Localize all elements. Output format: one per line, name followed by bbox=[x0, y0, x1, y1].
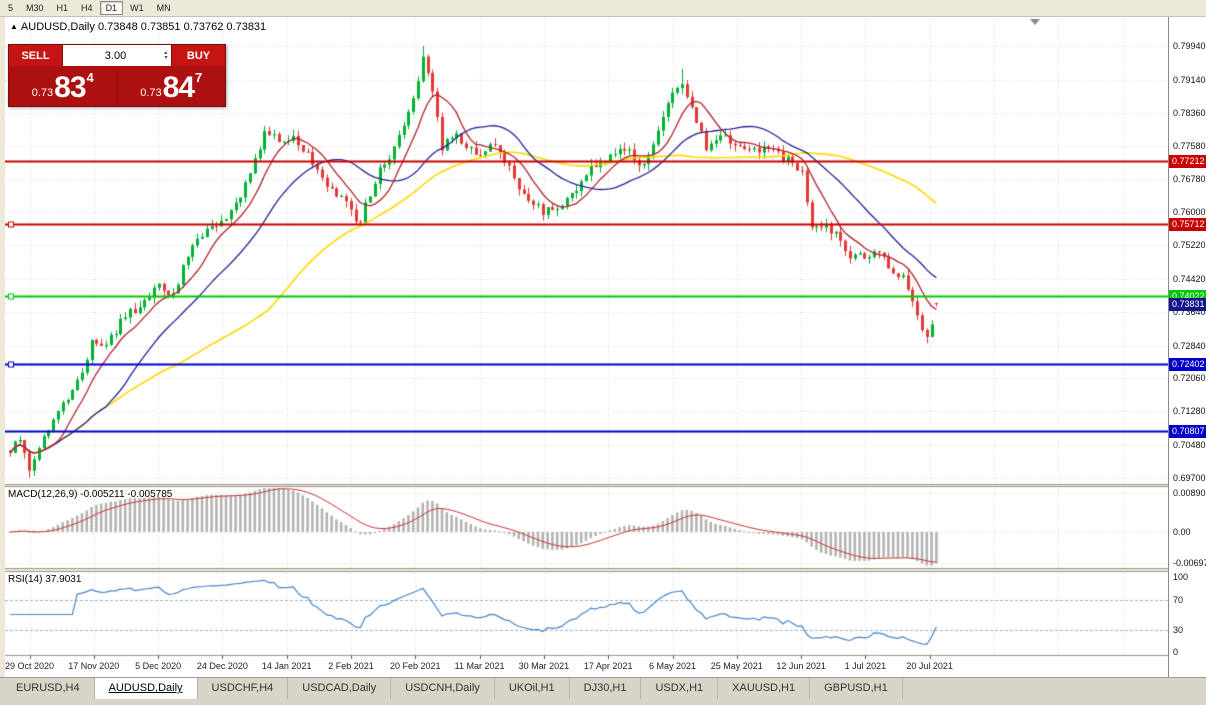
macd-axis-label: -0.00697 bbox=[1173, 557, 1206, 568]
rsi-axis-label: 0 bbox=[1173, 647, 1179, 657]
price-axis: 0.79940 0.79140 0.78360 0.77580 0.76780 0.760… bbox=[1168, 17, 1206, 677]
buy-price-point: 7 bbox=[195, 70, 203, 85]
volume-spinner-icon[interactable]: ▴ ▾ bbox=[163, 49, 167, 61]
date-axis-label: 1 Jul 2021 bbox=[844, 661, 887, 671]
date-axis-label: 29 Oct 2020 bbox=[4, 661, 55, 671]
chart-tab-usdcnh-daily[interactable]: USDCNH,Daily bbox=[391, 678, 495, 699]
rsi-axis-label: 100 bbox=[1173, 572, 1189, 582]
macd-axis-label: 0.00890 bbox=[1173, 487, 1206, 498]
timeframe-button-MN[interactable]: MN bbox=[151, 1, 177, 15]
buy-price-base: 0.73 bbox=[140, 87, 162, 99]
chart-tab-audusd-daily[interactable]: AUDUSD,Daily bbox=[94, 678, 198, 699]
trade-panel-controls: SELL 3.00 ▴ ▾ BUY bbox=[9, 45, 225, 66]
date-axis-label: 17 Nov 2020 bbox=[68, 661, 120, 671]
current-price-tag: 0.73831 bbox=[1169, 297, 1206, 311]
date-axis-label: 30 Mar 2021 bbox=[518, 661, 570, 671]
price-axis-label: 0.71280 bbox=[1173, 406, 1206, 417]
date-axis-label: 20 Feb 2021 bbox=[390, 661, 441, 671]
chart-tabs-bar: EURUSD,H4 AUDUSD,Daily USDCHF,H4 USDCAD,Dai… bbox=[0, 677, 1206, 705]
hline-price-tag[interactable]: 0.72402 bbox=[1169, 358, 1206, 371]
chart-tab-xauusd-h1[interactable]: XAUUSD,H1 bbox=[718, 678, 811, 699]
date-axis-label: 5 Dec 2020 bbox=[135, 661, 182, 671]
date-axis-label: 11 Mar 2021 bbox=[454, 661, 505, 671]
sell-price-base: 0.73 bbox=[31, 87, 54, 99]
price-axis-label: 0.78360 bbox=[1173, 107, 1206, 118]
volume-stepper[interactable]: 3.00 ▴ ▾ bbox=[63, 45, 171, 66]
price-axis-label: 0.74420 bbox=[1173, 273, 1206, 284]
buy-price[interactable]: 0.73 84 7 bbox=[116, 66, 226, 106]
date-axis-label: 24 Dec 2020 bbox=[196, 661, 248, 671]
left-strip bbox=[0, 17, 5, 677]
chart-title: ▲ AUDUSD,Daily 0.73848 0.73851 0.73762 0.… bbox=[10, 21, 266, 33]
price-axis-label: 0.72060 bbox=[1173, 373, 1206, 384]
timeframe-button-D1[interactable]: D1 bbox=[99, 1, 124, 15]
price-axis-label: 0.70480 bbox=[1173, 440, 1206, 451]
timeframe-button-H1[interactable]: H1 bbox=[51, 1, 75, 15]
chart-symbol: AUDUSD,Daily bbox=[20, 21, 95, 33]
price-axis-label: 0.73640 bbox=[1173, 306, 1206, 317]
chart-tab-eurusd-h4[interactable]: EURUSD,H4 bbox=[2, 678, 95, 699]
hline-price-tag[interactable]: 0.70807 bbox=[1169, 425, 1206, 439]
price-axis-label: 0.76780 bbox=[1173, 174, 1206, 185]
buy-button[interactable]: BUY bbox=[171, 45, 225, 66]
chart-symbol-icon: ▲ bbox=[10, 22, 18, 31]
chart-ohlc: 0.73848 0.73851 0.73762 0.73831 bbox=[97, 21, 267, 33]
volume-value: 3.00 bbox=[104, 49, 127, 62]
sell-price[interactable]: 0.73 83 4 bbox=[9, 66, 117, 106]
sell-price-point: 4 bbox=[86, 70, 94, 85]
timeframe-button-H4[interactable]: H4 bbox=[75, 1, 99, 15]
timeframe-button-5[interactable]: 5 bbox=[2, 1, 19, 15]
price-axis-label: 0.72840 bbox=[1173, 340, 1206, 351]
chart-tab-dj30-h1[interactable]: DJ30,H1 bbox=[570, 678, 642, 699]
price-axis-label: 0.76000 bbox=[1173, 207, 1206, 218]
rsi-axis-label: 70 bbox=[1173, 594, 1184, 605]
sell-button[interactable]: SELL bbox=[9, 45, 63, 66]
chart-tab-gbpusd-h1[interactable]: GBPUSD,H1 bbox=[810, 678, 903, 699]
chart-tab-usdx-h1[interactable]: USDX,H1 bbox=[641, 678, 719, 699]
trade-panel-prices: 0.73 83 4 0.73 84 7 bbox=[9, 66, 225, 106]
date-axis-label: 2 Feb 2021 bbox=[328, 661, 374, 671]
date-axis-label: 20 Jul 2021 bbox=[906, 661, 953, 671]
timeframe-button-W1[interactable]: W1 bbox=[124, 1, 150, 15]
price-axis-label: 0.77580 bbox=[1173, 140, 1206, 151]
macd-axis-label: 0.00 bbox=[1173, 526, 1191, 537]
chart-region: ▲ AUDUSD,Daily 0.73848 0.73851 0.73762 0.… bbox=[0, 17, 1206, 677]
one-click-trading-panel: SELL 3.00 ▴ ▾ BUY 0.73 83 4 0.73 84 7 bbox=[8, 44, 226, 107]
buy-price-pips: 84 bbox=[162, 71, 195, 104]
chart-tab-ukoil-h1[interactable]: UKOil,H1 bbox=[495, 678, 570, 699]
chart-tab-usdcad-daily[interactable]: USDCAD,Daily bbox=[288, 678, 392, 699]
date-axis-label: 14 Jan 2021 bbox=[261, 661, 312, 671]
date-axis-label: 25 May 2021 bbox=[710, 661, 763, 671]
hline-price-tag[interactable]: 0.77212 bbox=[1169, 155, 1206, 169]
date-axis-label: 6 May 2021 bbox=[648, 661, 697, 671]
date-axis-label: 17 Apr 2021 bbox=[583, 661, 633, 671]
date-axis-label: 12 Jun 2021 bbox=[776, 661, 826, 671]
chart-tab-usdchf-h4[interactable]: USDCHF,H4 bbox=[198, 678, 289, 699]
macd-indicator-label: MACD(12,26,9) -0.005211 -0.005785 bbox=[8, 489, 173, 500]
price-axis-label: 0.79940 bbox=[1173, 41, 1206, 51]
price-axis-label: 0.79140 bbox=[1173, 74, 1206, 85]
timeframe-toolbar: 5 M30 H1 H4 D1 W1 MN bbox=[0, 0, 1206, 17]
price-axis-label: 0.75220 bbox=[1173, 240, 1206, 251]
rsi-indicator-label: RSI(14) 37.9031 bbox=[8, 574, 82, 585]
rsi-axis-label: 30 bbox=[1173, 624, 1184, 635]
price-chart-canvas[interactable] bbox=[5, 17, 1168, 677]
hline-price-tag[interactable]: 0.75712 bbox=[1169, 218, 1206, 232]
timeframe-button-M30[interactable]: M30 bbox=[20, 1, 50, 15]
sell-price-pips: 83 bbox=[54, 71, 86, 104]
price-axis-label: 0.69700 bbox=[1173, 473, 1206, 483]
